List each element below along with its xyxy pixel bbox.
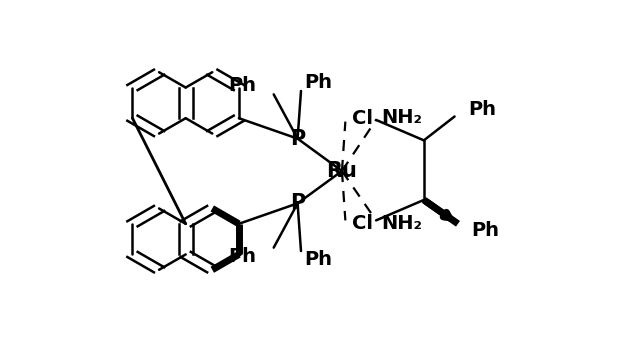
Text: Ph: Ph [305, 250, 332, 269]
Text: Cl: Cl [352, 109, 373, 128]
Text: Cl: Cl [352, 214, 373, 233]
Text: NH₂: NH₂ [381, 214, 422, 233]
Text: Ph: Ph [472, 221, 500, 240]
Text: Ru: Ru [326, 161, 357, 181]
Text: Ph: Ph [228, 76, 257, 95]
Text: Ph: Ph [305, 73, 332, 92]
Text: Ph: Ph [468, 100, 496, 119]
Text: NH₂: NH₂ [381, 108, 422, 127]
Text: P: P [290, 193, 305, 213]
Text: P: P [290, 129, 305, 149]
Text: Ph: Ph [228, 247, 257, 266]
